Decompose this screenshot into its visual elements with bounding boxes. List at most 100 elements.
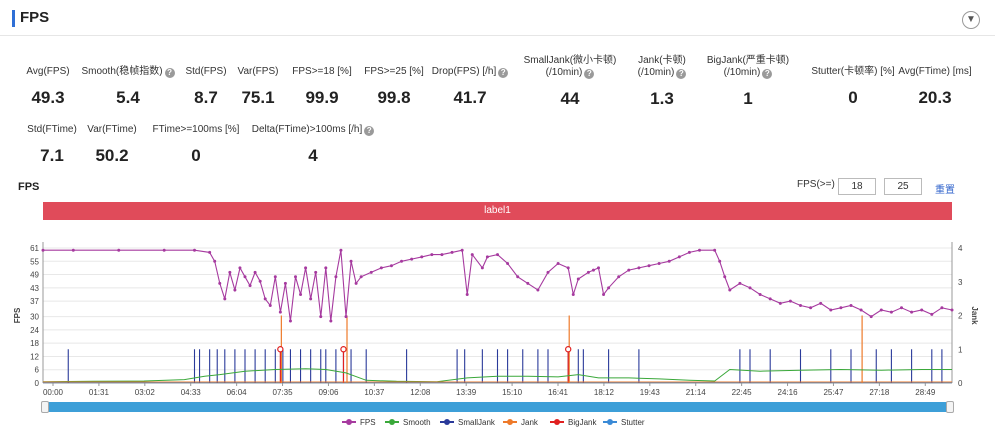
metric-2: Std(FPS) 8.7 [136,66,276,107]
metric-value: 0 [191,146,201,165]
legend-item-smalljank[interactable]: SmallJank [440,418,495,427]
metric-label: Smooth(稳帧指数)? [58,66,198,78]
metric-label-text: Avg(FTime) [ms] [898,66,972,77]
fps-threshold-label: FPS(>=) [797,179,835,190]
metric-7: SmallJank(微小卡顿) (/10min)? 44 [500,55,640,108]
reset-button[interactable]: 重置 [935,185,955,196]
metric-label-text: FTime>=100ms [%] [152,124,240,135]
fps-point [637,266,641,270]
metric-label-text: Smooth(稳帧指数) [81,66,163,77]
metric-label-text: SmallJank(微小卡顿) [523,55,617,66]
range-handle-left[interactable] [41,401,49,413]
fps-point [889,310,893,314]
chevron-down-icon[interactable]: ▼ [962,11,980,29]
fps-point [536,288,540,292]
y-tick-label: 30 [30,313,39,322]
y-tick-label: 0 [35,379,40,388]
header-accent-bar [12,10,15,27]
time-range-scrollbar[interactable] [43,402,952,412]
fps-point [788,299,792,303]
metric-15: Delta(FTime)>100ms [/h]? 4 [243,124,383,165]
legend-dot [607,419,613,425]
x-tick-label: 22:45 [732,388,753,397]
legend-item-smooth[interactable]: Smooth [385,418,431,427]
legend-item-bigjank[interactable]: BigJank [550,418,596,427]
fps-point [334,275,338,279]
metric-3: Var(FPS) 75.1 [188,66,328,107]
metric-value: 99.9 [305,88,339,107]
metric-value: 0 [848,88,858,107]
fps-point [162,248,166,252]
fps-point [667,259,671,263]
legend-swatch [342,419,356,425]
legend-label: BigJank [568,418,597,427]
fps-point [369,270,373,274]
metric-label-text: FPS>=25 [%] [364,66,424,77]
legend-item-stutter[interactable]: Stutter [603,418,645,427]
metric-value: 1 [743,89,753,108]
metric-label-text: Std(FPS) [185,66,227,77]
fps-point [288,319,292,323]
y2-tick-label: 3 [958,278,963,287]
fps-point [329,319,333,323]
fps-threshold-input-2[interactable] [884,178,922,195]
legend-item-jank[interactable]: Jank [503,418,538,427]
fps-point [218,281,222,285]
help-icon[interactable]: ? [676,69,687,79]
fps-point [627,268,631,272]
fps-point [869,315,873,319]
fps-point [228,270,232,274]
metric-label: FPS>=18 [%] [252,66,392,78]
label-band[interactable]: label1 [43,202,952,220]
fps-point [420,255,424,259]
y-tick-label: 55 [30,257,39,266]
help-icon[interactable]: ? [498,68,509,78]
y-tick-label: 37 [30,297,39,306]
legend-dot [554,419,560,425]
y-tick-label: 24 [30,326,39,335]
panel-header: FPS ▼ [0,0,995,36]
metric-label-text: BigJank(严重卡顿) [706,55,790,66]
fps-point [278,310,282,314]
metric-label-unit: (/10min)? [678,67,818,79]
chart-legend: FPS Smooth SmallJank Jank BigJank Stutter [0,418,995,430]
range-handle-right[interactable] [946,401,954,413]
fps-point [687,250,691,254]
help-icon[interactable]: ? [584,69,595,79]
help-icon[interactable]: ? [762,69,773,79]
help-icon[interactable]: ? [364,126,375,136]
legend-dot [507,419,513,425]
panel-title: FPS [20,9,50,26]
x-tick-label: 27:18 [869,388,890,397]
x-tick-label: 15:10 [502,388,523,397]
fps-point [930,312,934,316]
fps-threshold-input-1[interactable] [838,178,876,195]
smooth-series-line [42,368,952,383]
help-icon[interactable]: ? [164,68,175,78]
fps-point [647,264,651,268]
metric-label: SmallJank(微小卡顿) [500,55,640,67]
metric-value: 49.3 [31,88,65,107]
fps-point [268,304,272,308]
x-tick-label: 04:33 [181,388,202,397]
y2-axis-title: Jank [970,306,979,325]
legend-item-fps[interactable]: FPS [342,418,376,427]
fps-point [263,297,267,301]
metric-label-text: Jank(卡顿) [638,55,686,66]
metric-label-unit: (/10min)? [592,67,732,79]
metric-value: 99.8 [377,88,411,107]
chart-title: FPS [18,181,40,193]
fps-point [829,308,833,312]
metric-0: Avg(FPS) 49.3 [0,66,118,107]
fps-point [359,275,363,279]
metric-value: 5.4 [116,88,140,107]
metric-value: 50.2 [95,146,129,165]
fps-point [430,253,434,257]
x-tick-label: 10:37 [364,388,385,397]
fps-point [940,306,944,310]
metric-label-text: Delta(FTime)>100ms [/h] [251,124,363,135]
fps-point [571,292,575,296]
fps-point [602,292,606,296]
fps-point [677,255,681,259]
x-tick-label: 01:31 [89,388,110,397]
